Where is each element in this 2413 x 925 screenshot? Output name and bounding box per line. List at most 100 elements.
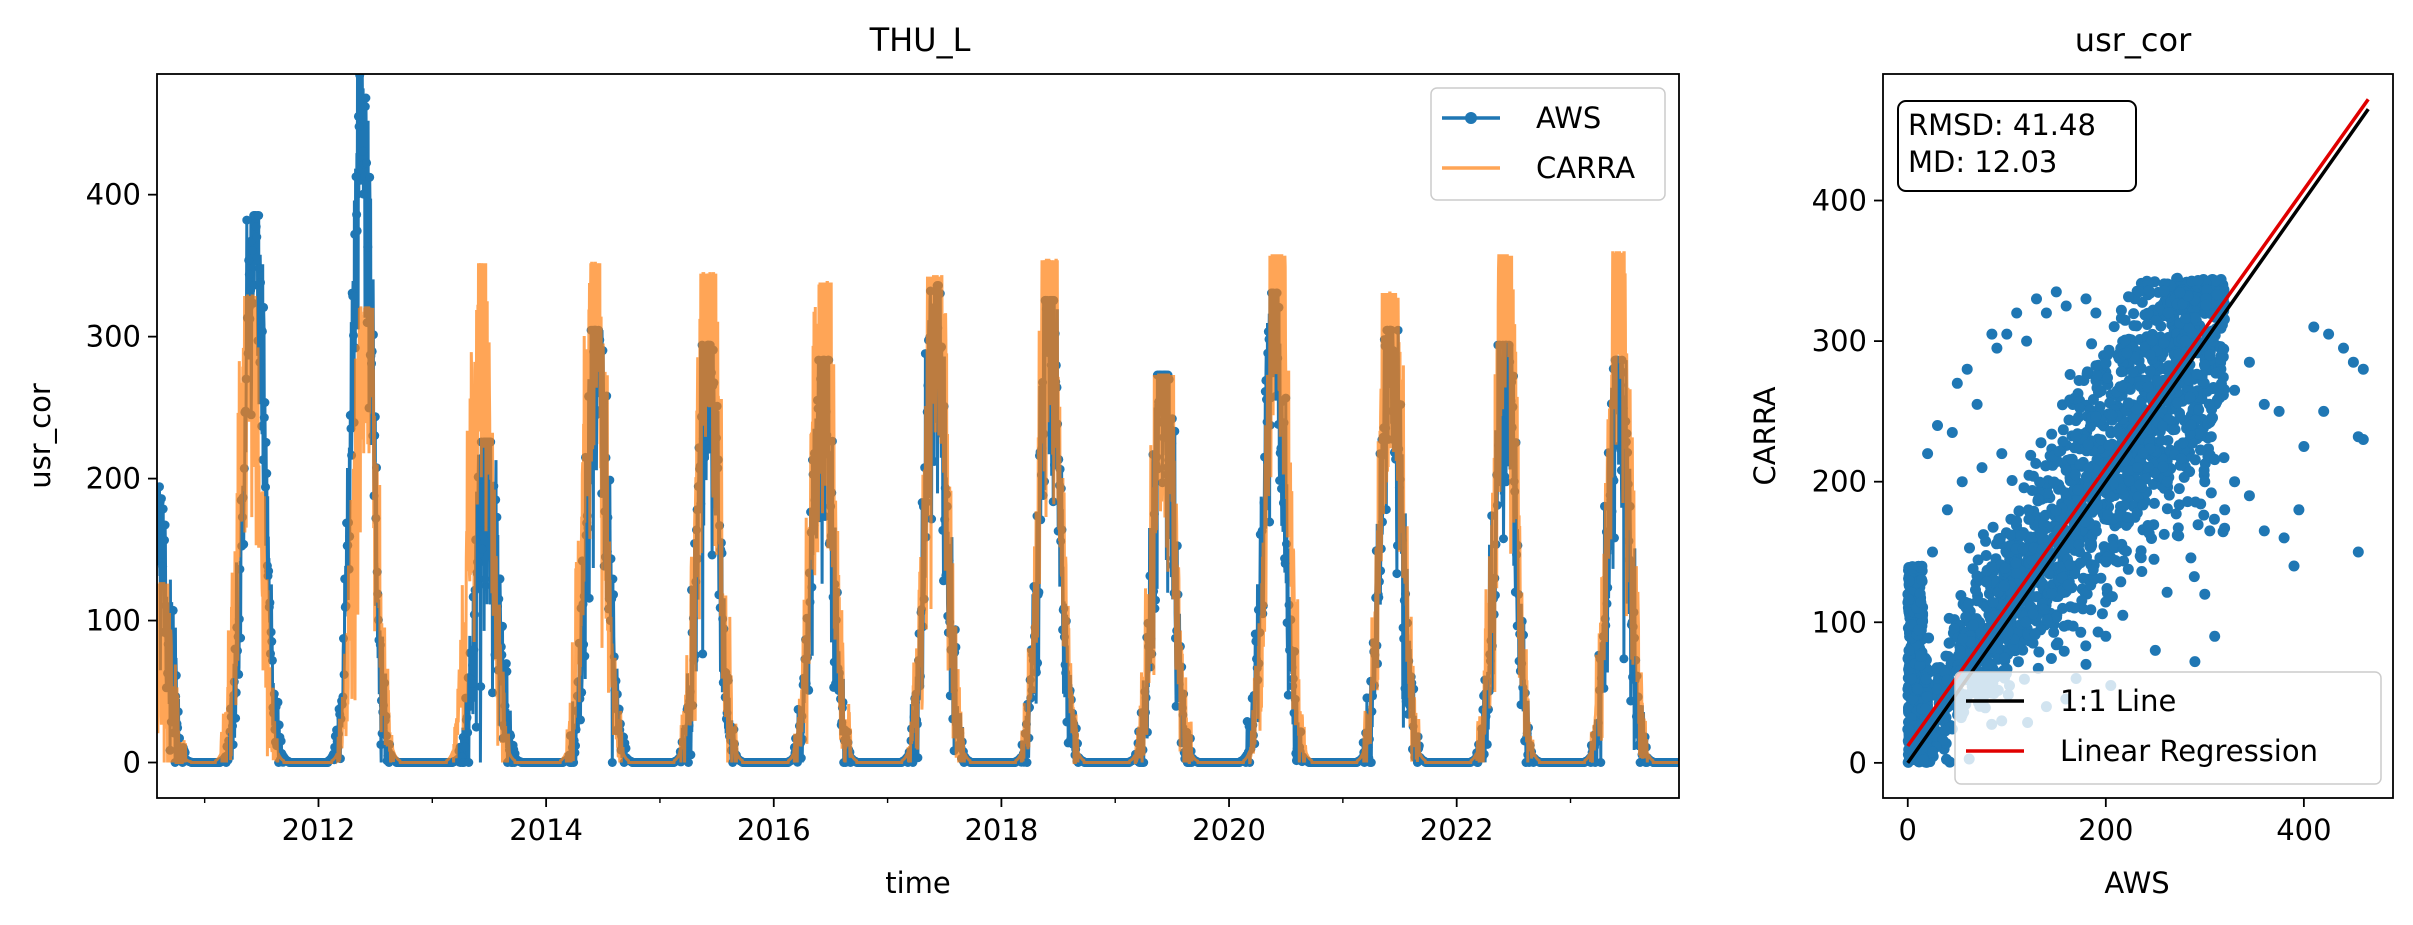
aws-point [264,566,274,576]
scatter-point [2005,529,2017,541]
scatter-point [2084,421,2096,433]
scatter-point [2178,471,2190,483]
timeseries-plot-area [157,74,1679,767]
y-tick-label: 300 [86,320,141,354]
scatter-point [2024,531,2036,543]
aws-point [1626,696,1636,706]
scatter-point [2189,312,2201,324]
scatter-point [2119,334,2131,346]
scatter-point [2077,603,2089,615]
scatter-point [2027,608,2039,620]
x-tick-label: 2020 [1192,813,1266,847]
scatter-point [2208,513,2220,525]
scatter-point [2052,637,2064,649]
x-tick-label: 2018 [964,813,1038,847]
timeseries-panel: THU_L 2012 2014 2016 2018 2020 2022 010020030… [23,21,1680,900]
scatter-point [1970,584,1981,596]
aws-point [1366,758,1376,767]
scatter-point [2101,349,2113,361]
x-tick-label: 2016 [737,813,811,847]
scatter-point [1980,550,1992,561]
scatter-point [2170,508,2182,520]
scatter-point [2189,454,2201,466]
aws-point [158,504,168,514]
scatter-point [2013,505,2025,517]
scatter-point [2198,509,2210,521]
scatter-point [2032,662,2044,674]
aws-point [157,549,167,559]
aws-point [683,758,693,767]
scatter-point [2064,369,2076,380]
scatter-point [2105,491,2117,503]
scatter-plot-area [1902,98,2370,768]
scatter-point [2057,424,2069,436]
scatter-point [1980,576,1992,588]
scatter-point [2137,447,2149,459]
scatter-point [2148,553,2160,565]
scatter-point [2207,412,2218,424]
scatter-point [2074,402,2086,414]
aws-point [361,93,371,103]
aws-point [345,410,355,420]
y-tick-label: 400 [86,178,141,212]
aws-point [607,758,617,767]
aws-point [1278,498,1288,508]
scatter-point [2205,487,2217,499]
aws-point [258,455,268,465]
scatter-point [2215,378,2227,390]
aws-point [1619,654,1629,664]
scatter-point [1975,626,1987,638]
scatter-point [2101,583,2113,594]
scatter-point [2017,543,2029,555]
aws-point [358,189,368,199]
scatter-point [2042,487,2054,499]
aws-point [358,146,368,156]
scatter-point [2122,512,2133,523]
scatter-point [2018,482,2030,494]
scatter-point [2185,552,2197,564]
aws-point [1022,758,1032,767]
scatter-point [2057,602,2069,614]
x-tick-label: 2022 [1420,813,1494,847]
aws-point [1280,559,1290,569]
aws-point [160,520,170,530]
scatter-point [2185,419,2197,431]
scatter-point [2131,507,2143,519]
scatter-point [2100,556,2112,568]
scatter-point [2175,453,2187,465]
aws-point [501,659,511,669]
scatter-point [2058,620,2070,632]
x-tick-label: 2014 [509,813,583,847]
scatter-point [2090,525,2102,537]
scatter-point [2066,453,2078,465]
timeseries-x-ticks: 2012 2014 2016 2018 2020 2022 [203,798,1572,847]
aws-point [464,758,474,767]
scatter-point [2057,436,2069,447]
scatter-point [1987,521,1999,533]
scatter-point [2043,567,2055,579]
scatter-point [2045,653,2057,664]
scatter-point [2041,614,2053,626]
scatter-point [2184,428,2196,440]
scatter-point [2010,568,2022,579]
aws-point [580,651,590,661]
legend-label-carra: CARRA [1536,151,1635,185]
aws-point [1282,539,1291,549]
scatter-point [2087,394,2099,405]
scatter-point [2075,557,2087,569]
scatter-point [2077,572,2089,584]
aws-point [1596,758,1606,767]
scatter-point [2032,493,2044,505]
aws-point [239,539,249,549]
scatter-point [2048,476,2060,488]
scatter-point [2108,321,2120,333]
scatter-point [2203,398,2215,410]
scatter-point [2210,367,2222,379]
aws-point [261,437,271,447]
aws-point [1283,690,1293,700]
scatter-point [2106,591,2118,603]
aws-point [465,702,474,711]
scatter-point [2146,335,2158,346]
scatter-point [2186,437,2198,449]
